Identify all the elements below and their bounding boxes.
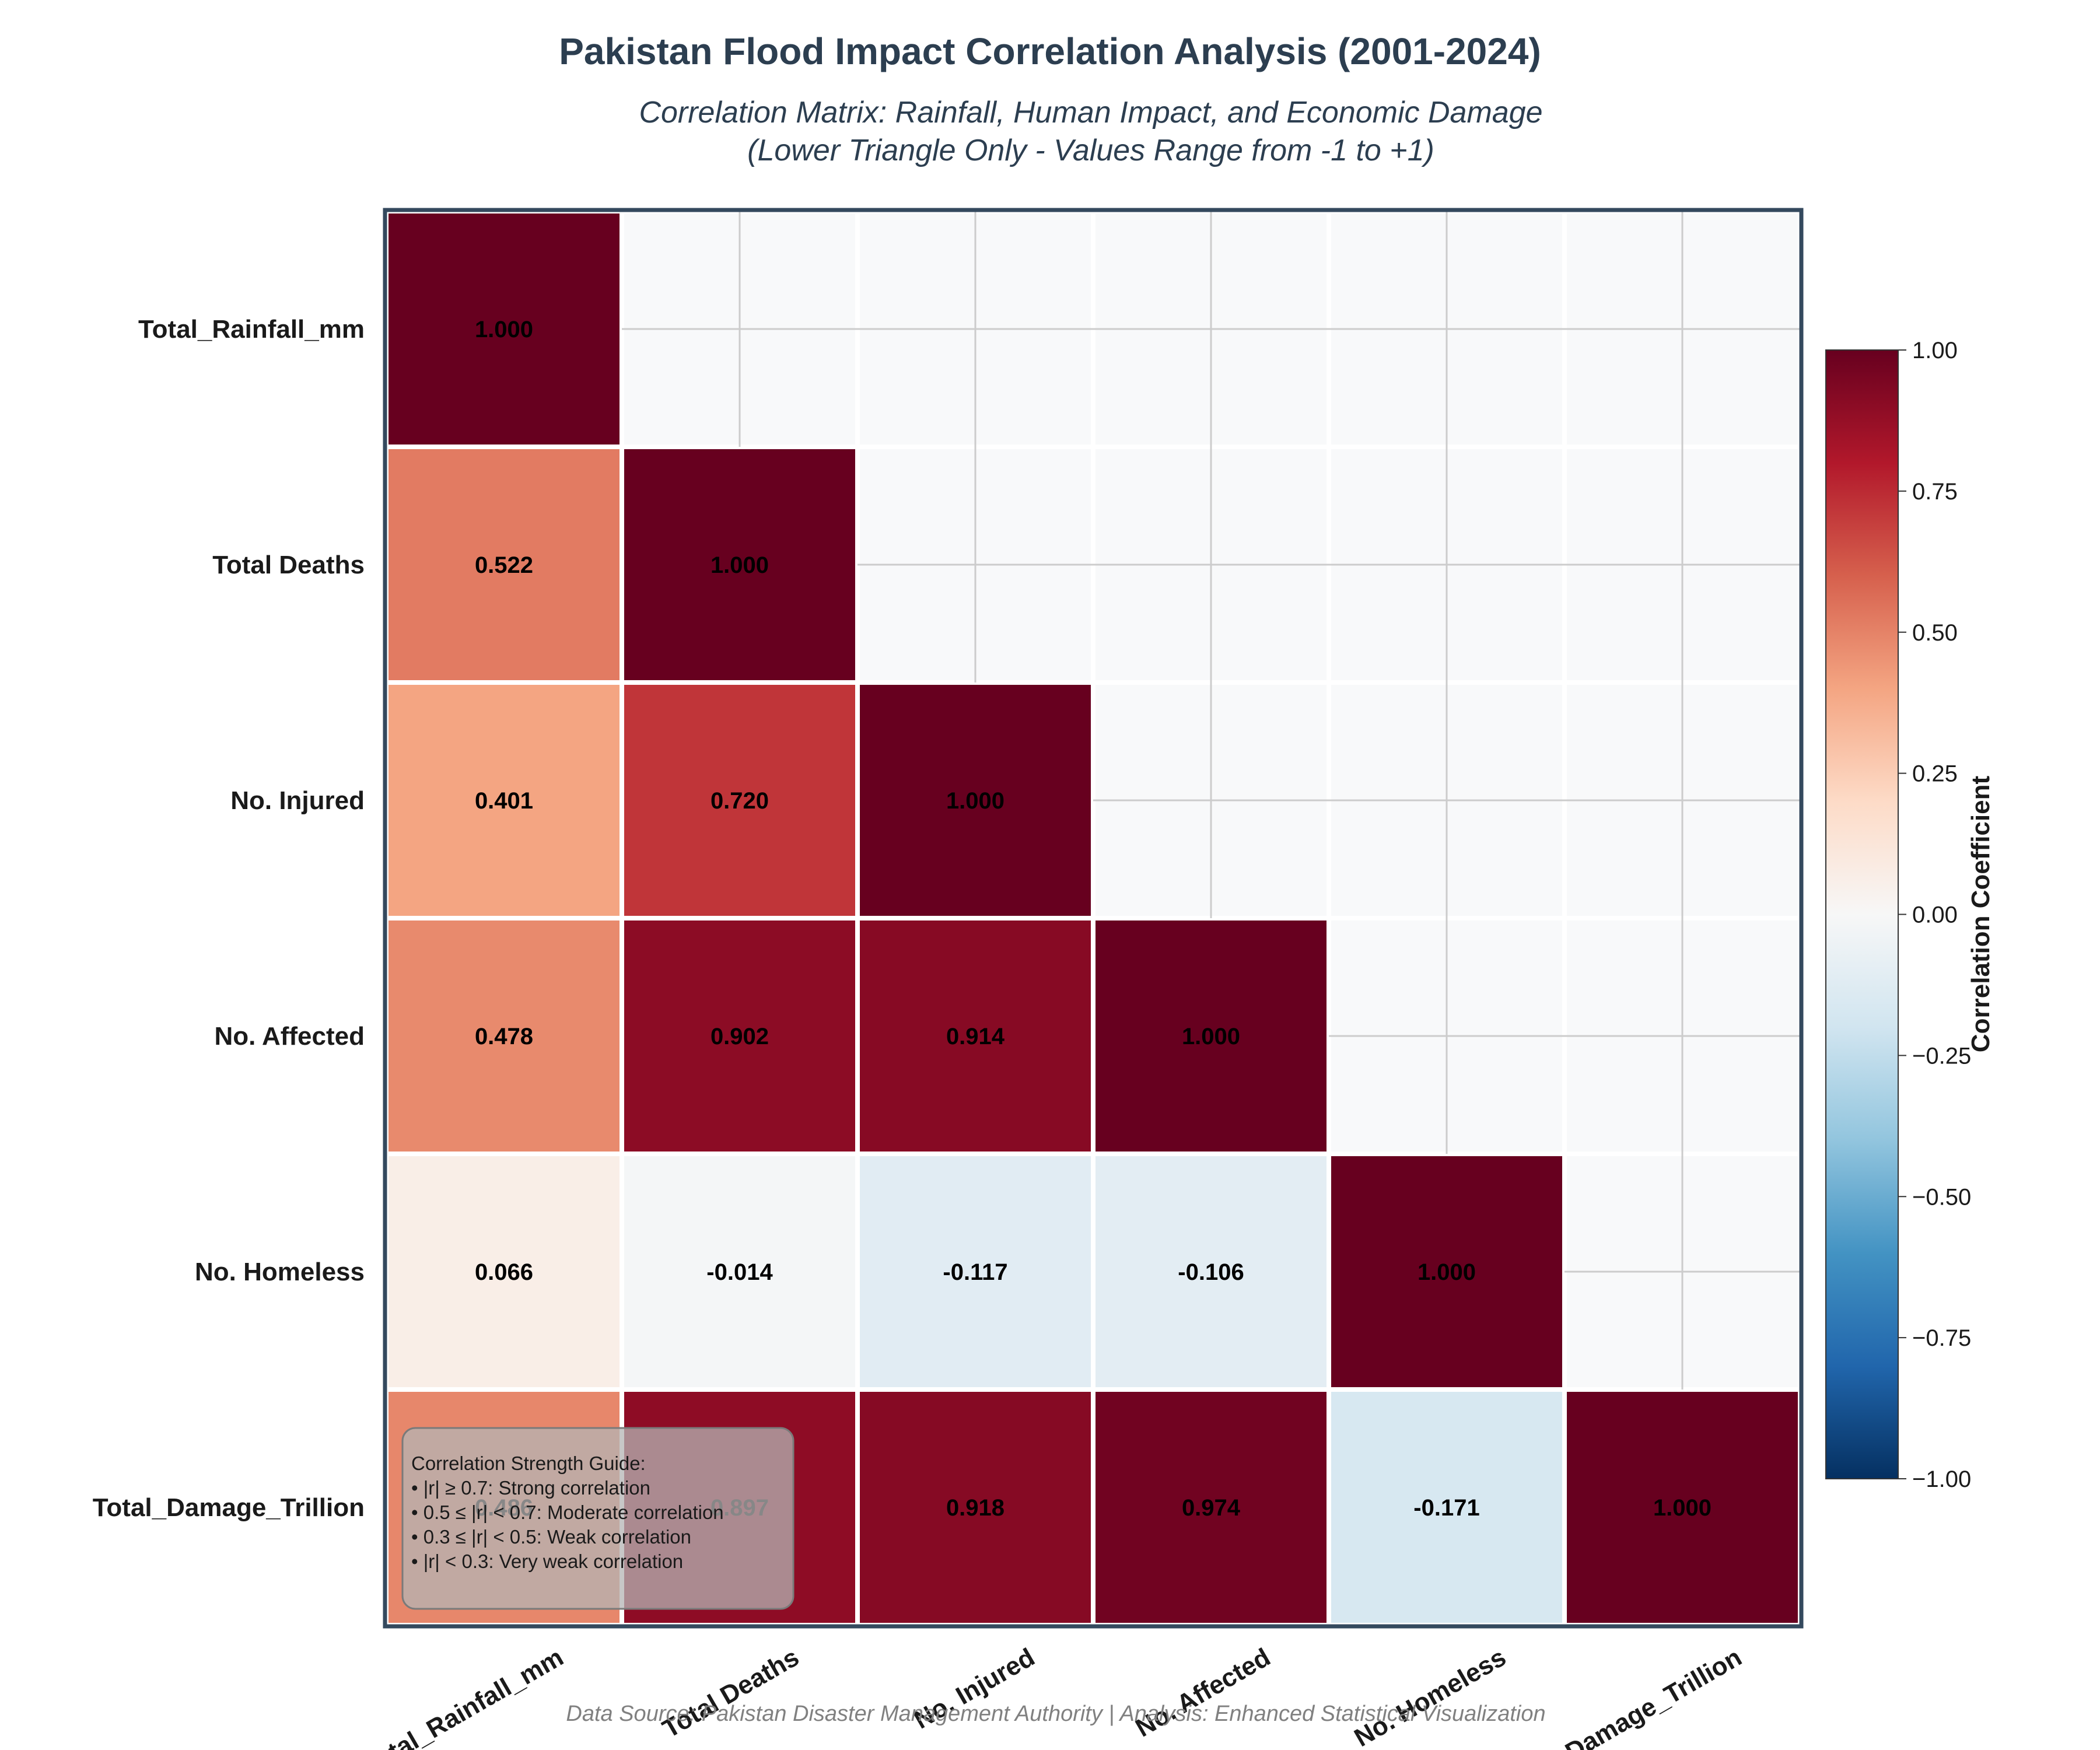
- data-source-footer: Data Source: Pakistan Disaster Managemen…: [566, 1702, 1545, 1726]
- strength-guide-item: • |r| < 0.3: Very weak correlation: [411, 1550, 683, 1572]
- colorbar-tick-label: 0.50: [1912, 620, 1958, 646]
- cell-value-label: 1.000: [475, 317, 533, 342]
- x-axis-tick-label: No. Homeless: [1350, 1643, 1511, 1750]
- cell-value-label: 1.000: [946, 788, 1005, 814]
- chart-subtitle-line-2: (Lower Triangle Only - Values Range from…: [747, 134, 1434, 167]
- y-axis-tick-label: Total_Rainfall_mm: [138, 315, 365, 344]
- y-axis-labels: Total_Rainfall_mm Total Deaths No. Injured…: [93, 315, 365, 1522]
- y-axis-tick-label: Total Deaths: [212, 551, 365, 579]
- colorbar-ticks: 1.00 0.75 0.50 0.25 0.00 −0.25 −0.50 −0.75 −1.00: [1898, 338, 1971, 1492]
- x-axis-tick-label: No. Affected: [1130, 1643, 1275, 1742]
- strength-guide-item: • 0.5 ≤ |r| < 0.7: Moderate correlation: [411, 1502, 724, 1523]
- cell-value-label: 0.902: [710, 1024, 769, 1049]
- heatmap-frame: [383, 208, 1804, 1629]
- colorbar-tick-label: −0.75: [1912, 1325, 1971, 1351]
- colorbar-tick-label: −1.00: [1912, 1466, 1971, 1492]
- heatmap-matrix: [384, 209, 1803, 1628]
- cell-value-label: 1.000: [1418, 1259, 1476, 1285]
- cell-value-label: 0.914: [946, 1024, 1005, 1049]
- x-axis-tick-label: Total_Damage_Trillion: [1497, 1643, 1746, 1750]
- colorbar-tick-label: 0.75: [1912, 479, 1958, 505]
- cell-value-label: 1.000: [1182, 1024, 1240, 1049]
- cell-value-label: 0.918: [946, 1495, 1005, 1521]
- cell-value-label: 0.401: [475, 788, 533, 814]
- heatmap-cell: [1091, 1152, 1331, 1392]
- colorbar-tick-label: 0.25: [1912, 761, 1958, 787]
- colorbar-label: Correlation Coefficient: [1966, 776, 1995, 1053]
- colorbar-tick-label: −0.50: [1912, 1184, 1971, 1210]
- cell-value-label: -0.117: [943, 1259, 1007, 1285]
- heatmap-cell: [620, 444, 860, 685]
- cell-value-label: 0.974: [1182, 1495, 1241, 1521]
- colorbar-tick-label: 1.00: [1912, 338, 1958, 363]
- colorbar-tick-label: 0.00: [1912, 902, 1958, 928]
- chart-subtitle-line-1: Correlation Matrix: Rainfall, Human Impa…: [639, 96, 1542, 130]
- x-axis-labels: Total_Rainfall_mm Total Deaths No. Injured…: [358, 1643, 1746, 1750]
- strength-guide-item: • 0.3 ≤ |r| < 0.5: Weak correlation: [411, 1526, 691, 1548]
- cell-value-label: 0.478: [475, 1024, 533, 1049]
- strength-guide-background: [401, 1427, 794, 1610]
- heatmap-cell: [384, 916, 624, 1156]
- y-axis-tick-label: No. Homeless: [195, 1258, 365, 1286]
- y-axis-tick-label: No. Affected: [215, 1022, 365, 1051]
- strength-guide-box: Correlation Strength Guide: • |r| ≥ 0.7:…: [401, 1427, 794, 1610]
- heatmap-cell: [1326, 1152, 1567, 1392]
- cell-value-label: -0.171: [1413, 1495, 1479, 1521]
- colorbar: 1.00 0.75 0.50 0.25 0.00 −0.25 −0.50 −0.75 −1.00…: [1825, 338, 1995, 1492]
- x-axis-tick-label: Total_Rainfall_mm: [358, 1643, 568, 1750]
- cell-value-label: 0.720: [710, 788, 769, 814]
- y-axis-tick-label: Total_Damage_Trillion: [93, 1493, 365, 1522]
- x-axis-tick-label: Total Deaths: [658, 1643, 804, 1744]
- cell-value-label: 1.000: [1653, 1495, 1712, 1521]
- chart-title: Pakistan Flood Impact Correlation Analys…: [559, 30, 1541, 72]
- cell-value-label: 0.522: [475, 552, 533, 578]
- heatmap-cell: [384, 209, 624, 449]
- heatmap-cell: [620, 680, 860, 921]
- strength-guide-item: • |r| ≥ 0.7: Strong correlation: [411, 1477, 650, 1499]
- heatmap-cell: [620, 916, 860, 1156]
- cell-value-label: -0.106: [1178, 1259, 1244, 1285]
- heatmap-cell: [855, 916, 1096, 1156]
- heatmap-gridlines: [622, 211, 1800, 1390]
- heatmap-cell: [1562, 1387, 1803, 1628]
- cell-value-label: 1.000: [710, 552, 769, 578]
- colorbar-gradient: [1825, 349, 1899, 1479]
- cell-value-label: 0.066: [475, 1259, 533, 1285]
- y-axis-tick-label: No. Injured: [230, 786, 365, 815]
- heatmap-cell: [855, 1152, 1096, 1392]
- cell-value-label: -0.014: [706, 1259, 773, 1285]
- strength-guide-title: Correlation Strength Guide:: [411, 1452, 646, 1474]
- colorbar-tick-label: −0.25: [1912, 1043, 1971, 1069]
